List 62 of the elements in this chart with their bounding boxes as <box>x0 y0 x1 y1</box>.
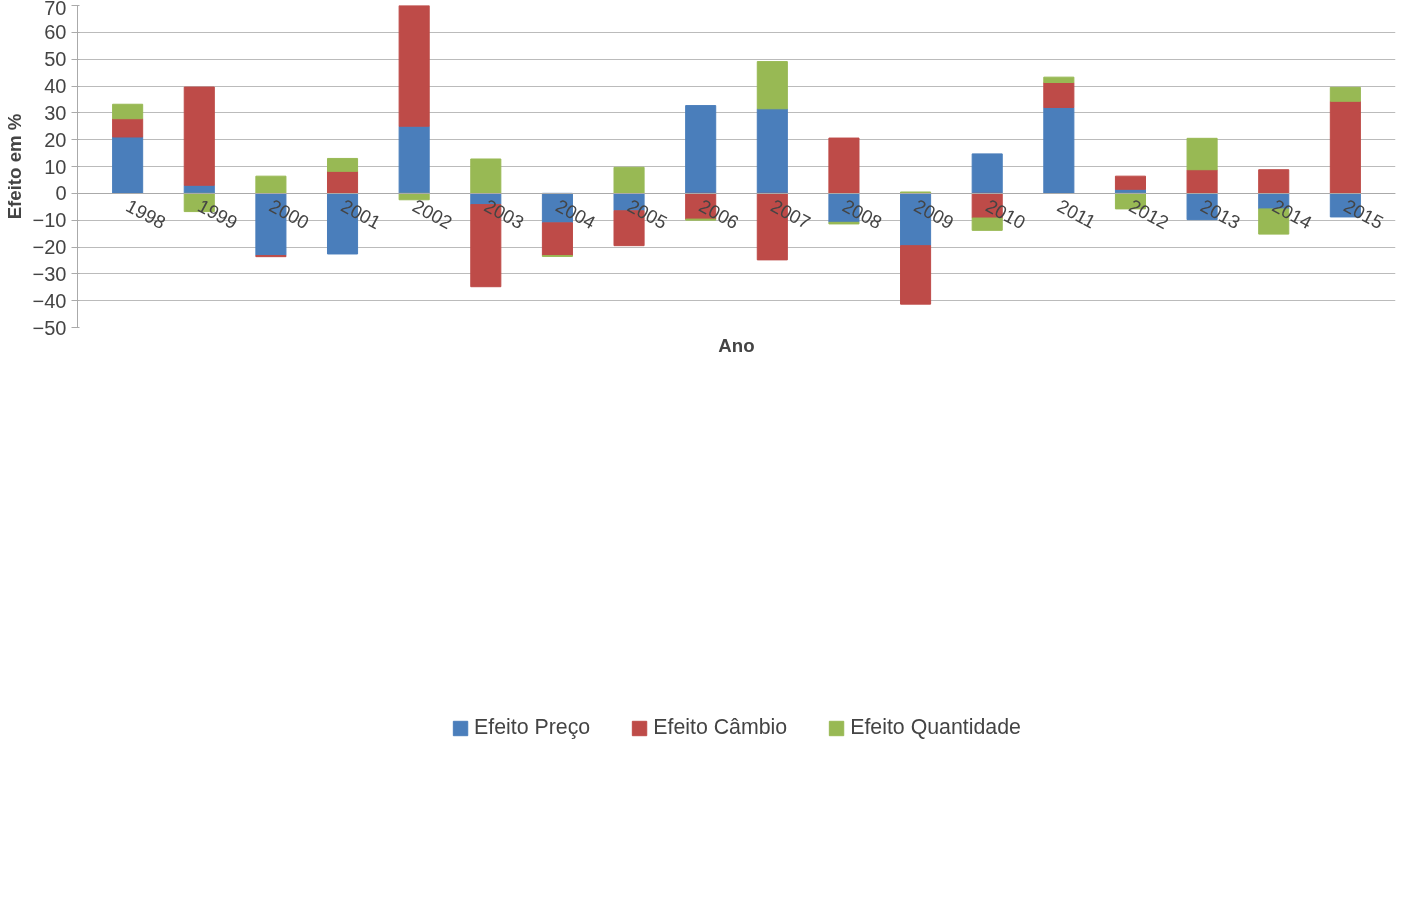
x-tick-label: 2014 <box>1268 195 1316 234</box>
bar <box>1186 169 1218 194</box>
bar <box>971 153 1003 194</box>
bar <box>1329 86 1361 102</box>
bar <box>828 137 860 194</box>
bar <box>326 170 359 194</box>
x-tick-label: 1999 <box>194 195 241 234</box>
bar <box>1186 137 1218 171</box>
y-tick-label: 70 <box>44 0 67 19</box>
x-tick-label: 2003 <box>480 195 528 234</box>
y-tick-label: −30 <box>32 262 67 285</box>
x-tick-label: 2010 <box>982 195 1029 234</box>
y-tick-label: 10 <box>44 155 67 178</box>
bar <box>398 5 430 127</box>
x-tick-label: 2006 <box>695 195 743 234</box>
bar <box>685 105 717 194</box>
y-tick-label: −10 <box>32 209 67 232</box>
y-tick-label: −40 <box>32 289 67 312</box>
y-tick-label: −20 <box>32 236 67 258</box>
x-tick-label: 2007 <box>767 195 814 234</box>
legend-label: Efeito Quantidade <box>850 715 1021 740</box>
bar <box>112 136 144 194</box>
legend-label: Efeito Câmbio <box>653 715 788 740</box>
x-tick-label: 2013 <box>1197 195 1244 234</box>
bar <box>1043 82 1075 108</box>
x-tick-label: 2015 <box>1340 195 1387 234</box>
x-tick-label: 2009 <box>910 195 958 234</box>
y-tick-label: 0 <box>55 182 67 205</box>
bar <box>900 245 932 305</box>
bar <box>756 61 788 110</box>
bar <box>112 103 144 120</box>
x-axis-title: Ano <box>718 334 755 356</box>
bar <box>1258 169 1290 194</box>
bar <box>1114 175 1147 190</box>
bar <box>613 166 645 194</box>
bar <box>398 125 430 194</box>
bar <box>255 175 287 194</box>
y-axis-title: Efeito em % <box>3 113 25 220</box>
bar <box>1043 76 1075 84</box>
bar <box>1329 100 1361 194</box>
bar <box>183 86 215 186</box>
x-tick-label: 2012 <box>1125 195 1173 234</box>
bar <box>326 157 359 172</box>
x-tick-label: 2002 <box>409 195 456 234</box>
y-tick-label: 40 <box>44 75 67 97</box>
x-tick-label: 2008 <box>839 195 886 234</box>
y-tick-label: 60 <box>44 21 67 44</box>
legend-label: Efeito Preço <box>474 715 591 740</box>
x-tick-label: 2005 <box>624 195 671 234</box>
x-tick-label: 2000 <box>265 195 313 234</box>
bar <box>470 158 502 194</box>
x-tick-label: 2004 <box>552 195 600 234</box>
y-tick-label: 20 <box>44 128 67 151</box>
y-tick-label: 30 <box>44 101 67 124</box>
x-tick-label: 1998 <box>122 195 170 234</box>
x-tick-label: 2011 <box>1053 195 1100 233</box>
bar <box>112 118 144 138</box>
x-tick-label: 2001 <box>337 195 385 234</box>
bar <box>756 108 788 194</box>
y-tick-label: −50 <box>32 316 67 339</box>
y-tick-label: 50 <box>44 48 67 71</box>
bar <box>1043 106 1075 194</box>
